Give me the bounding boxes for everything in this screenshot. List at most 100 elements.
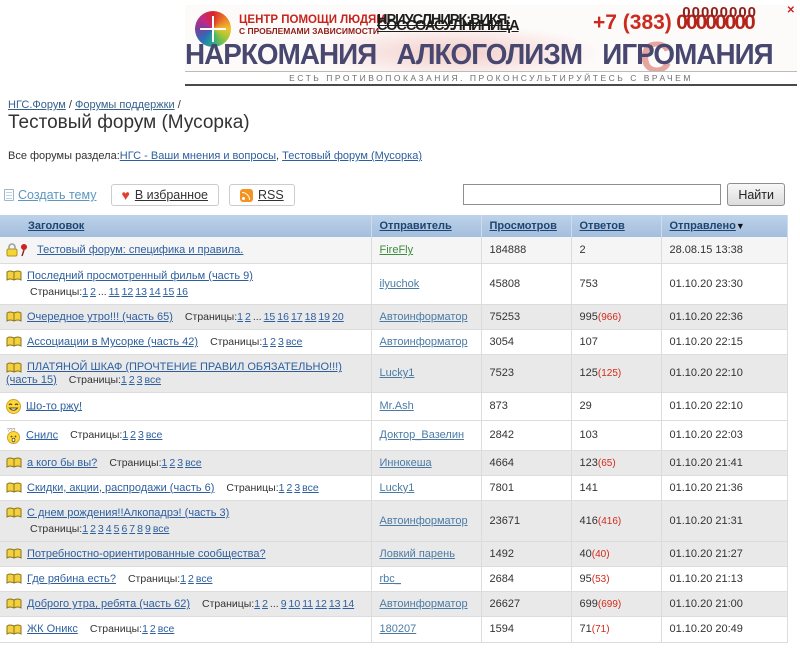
page-link[interactable]: 2	[90, 286, 96, 299]
banner-garbled-link[interactable]: НРИУСЛНИРК:ВИКЯ: СОССОАСУ.ЛНИНИЦА	[377, 12, 592, 42]
page-link[interactable]: 1	[142, 623, 148, 636]
sender-link[interactable]: Ловкий парень	[379, 548, 455, 561]
topic-link[interactable]: ЖК Оникс	[27, 623, 78, 636]
page-link[interactable]: 3	[177, 456, 184, 469]
page-link[interactable]: все	[145, 428, 163, 441]
page-link[interactable]: 20	[332, 311, 344, 324]
sender-link[interactable]: Иннокеша	[379, 456, 432, 469]
page-link[interactable]: 13	[135, 286, 147, 299]
topic-link[interactable]: ПЛАТЯНОЙ ШКАФ (ПРОЧТЕНИЕ ПРАВИЛ ОБЯЗАТЕЛ…	[6, 361, 342, 386]
create-topic-button[interactable]: Создать тему	[4, 188, 97, 202]
page-link[interactable]: 12	[315, 598, 327, 611]
page-link[interactable]: 16	[176, 286, 189, 299]
header-title[interactable]: Заголовок	[0, 215, 372, 237]
page-link[interactable]: 12	[121, 286, 134, 299]
sender-link[interactable]: ilyuchok	[379, 278, 420, 291]
topic-link[interactable]: а кого бы вы?	[27, 456, 98, 469]
page-link[interactable]: 1	[161, 456, 168, 469]
page-link[interactable]: 11	[108, 286, 120, 299]
page-link[interactable]: все	[302, 481, 319, 494]
topic-link[interactable]: Тестовый форум: специфика и правила.	[37, 243, 244, 256]
page-link[interactable]: 4	[105, 522, 112, 535]
page-link[interactable]: 15	[263, 311, 276, 324]
topic-link[interactable]: Очередное утро!!! (часть 65)	[27, 311, 173, 324]
page-link[interactable]: 2	[188, 573, 194, 586]
page-link[interactable]: все	[195, 573, 213, 586]
page-link[interactable]: 18	[304, 311, 317, 324]
page-link[interactable]: 2	[169, 456, 176, 469]
sender-link[interactable]: Автоинформатор	[379, 598, 468, 611]
sender-link[interactable]: 180207	[379, 623, 417, 636]
section-link-test-forum[interactable]: Тестовый форум (Мусорка)	[282, 150, 423, 162]
sender-link[interactable]: rbc_	[379, 573, 401, 586]
topic-link[interactable]: Потребностно-ориентированные сообщества?	[27, 547, 266, 560]
page-link[interactable]: 10	[288, 598, 301, 611]
page-link[interactable]: 6	[121, 522, 128, 535]
page-link[interactable]: 3	[97, 522, 104, 535]
page-link[interactable]: 3	[138, 428, 144, 441]
search-input[interactable]	[463, 184, 722, 205]
header-replies[interactable]: Ответов	[571, 215, 662, 237]
page-link[interactable]: все	[144, 373, 162, 386]
page-link[interactable]: 2	[262, 598, 268, 611]
sender-link[interactable]: Доктор_Вазелин	[379, 429, 465, 442]
sender-link[interactable]: Автоинформатор	[379, 336, 468, 349]
topic-link[interactable]: Скидки, акции, распродажи (часть 6)	[27, 481, 215, 494]
header-views-link[interactable]: Просмотров	[489, 220, 557, 232]
page-link[interactable]: 1	[278, 481, 285, 494]
sender-link[interactable]: Lucky1	[379, 367, 415, 380]
header-sender-link[interactable]: Отправитель	[379, 220, 452, 232]
breadcrumb-support-forums[interactable]: Форумы поддержки	[75, 99, 175, 111]
page-link[interactable]: 7	[129, 522, 136, 535]
page-link[interactable]: 8	[137, 522, 143, 535]
page-link[interactable]: 16	[277, 311, 289, 324]
page-link[interactable]: 1	[254, 598, 261, 611]
page-link[interactable]: 3	[277, 336, 284, 349]
sender-link[interactable]: Автоинформатор	[379, 311, 468, 324]
search-button[interactable]: Найти	[727, 183, 785, 206]
sender-link[interactable]: FireFly	[379, 244, 414, 256]
page-link[interactable]: 5	[113, 522, 120, 535]
page-link[interactable]: 1	[120, 373, 127, 386]
breadcrumb-forum-home[interactable]: НГС.Форум	[8, 99, 66, 111]
page-link[interactable]: 11	[302, 598, 314, 611]
page-link[interactable]: 1	[180, 573, 187, 586]
page-link[interactable]: все	[185, 456, 202, 469]
header-title-link[interactable]: Заголовок	[28, 220, 85, 232]
page-link[interactable]: 17	[290, 311, 303, 324]
rss-button[interactable]: RSS	[228, 184, 295, 206]
page-link[interactable]: 2	[244, 311, 251, 324]
topic-link[interactable]: Ассоциации в Мусорке (часть 42)	[27, 336, 199, 349]
page-link[interactable]: все	[157, 623, 175, 636]
topic-link[interactable]: С днем рождения!!Алкопадрэ! (часть 3)	[27, 506, 230, 519]
page-link[interactable]: 2	[130, 428, 136, 441]
page-link[interactable]: 9	[280, 598, 287, 611]
page-link[interactable]: 1	[262, 336, 269, 349]
section-link-opinions[interactable]: НГС - Ваши мнения и вопросы	[119, 150, 276, 162]
page-link[interactable]: 19	[318, 311, 331, 324]
page-link[interactable]: 14	[148, 286, 161, 299]
topic-link[interactable]: Шо-то ржу!	[26, 399, 83, 412]
page-link[interactable]: все	[152, 522, 170, 535]
header-views[interactable]: Просмотров	[481, 215, 572, 237]
page-link[interactable]: 2	[270, 336, 276, 349]
banner-close-icon[interactable]: ✕	[786, 5, 795, 16]
page-link[interactable]: 1	[237, 311, 243, 324]
sender-link[interactable]: Mr.Ash	[379, 400, 414, 413]
page-link[interactable]: 2	[286, 481, 293, 494]
header-sent[interactable]: Отправлено▼	[661, 215, 788, 237]
page-link[interactable]: 2	[128, 373, 135, 386]
page-link[interactable]: 1	[82, 286, 89, 299]
page-link[interactable]: 3	[136, 373, 143, 386]
page-link[interactable]: 1	[82, 522, 89, 535]
header-sender[interactable]: Отправитель	[371, 215, 482, 237]
topic-link[interactable]: Доброго утра, ребята (часть 62)	[27, 598, 191, 611]
sender-link[interactable]: Автоинформатор	[379, 514, 468, 527]
page-link[interactable]: 3	[294, 481, 301, 494]
page-link[interactable]: 9	[144, 522, 151, 535]
page-link[interactable]: 2	[90, 522, 96, 535]
page-link[interactable]: 2	[149, 623, 156, 636]
page-link[interactable]: 13	[328, 598, 341, 611]
header-sent-link[interactable]: Отправлено	[669, 220, 736, 232]
sender-link[interactable]: Lucky1	[379, 481, 415, 494]
